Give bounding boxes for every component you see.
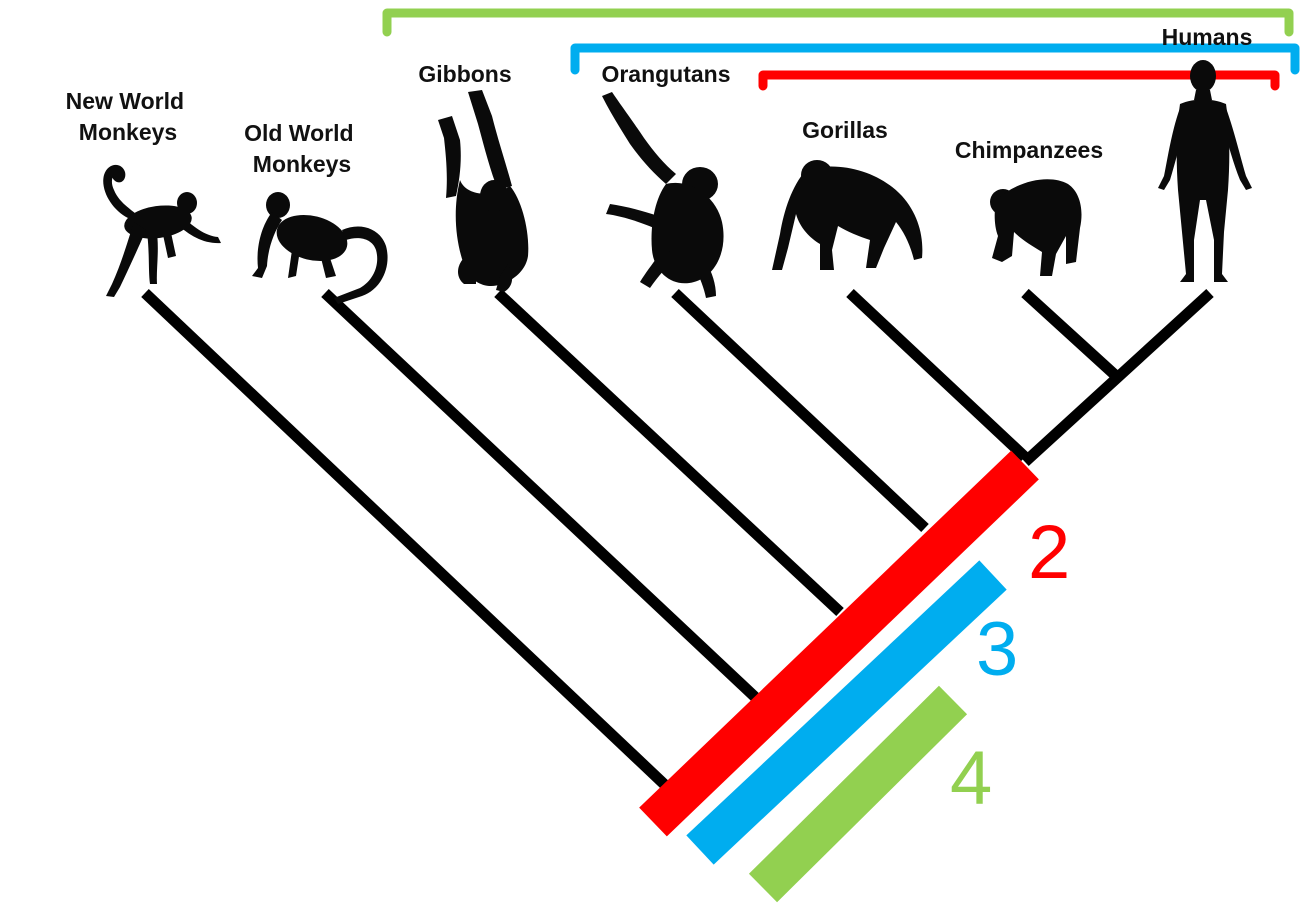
clade-3-bar	[686, 560, 1007, 865]
branch-humans	[1021, 288, 1214, 467]
label-humans: Humans	[1162, 24, 1253, 50]
branch-gibbons	[494, 288, 844, 617]
gorilla-icon	[772, 160, 923, 270]
taxon-labels: New World Monkeys Old World Monkeys Gibb…	[66, 24, 1253, 177]
gibbon-icon	[438, 90, 529, 292]
chimpanzee-icon	[990, 179, 1082, 276]
branch-gorillas	[846, 288, 1029, 462]
clade-2-number: 2	[1028, 510, 1070, 595]
clade-4-number: 4	[950, 736, 992, 821]
clade-2-bracket	[758, 70, 1280, 91]
clade-bars	[639, 450, 1039, 903]
branch-old-world-monkeys	[321, 288, 759, 702]
label-chimpanzees: Chimpanzees	[955, 137, 1103, 163]
new-world-monkey-icon	[103, 164, 221, 297]
label-orangutans: Orangutans	[601, 61, 730, 87]
clade-brackets	[382, 8, 1300, 91]
orangutan-icon	[602, 92, 724, 298]
tree-branches	[141, 288, 1214, 789]
branch-chimpanzees	[1021, 288, 1119, 380]
silhouettes	[103, 60, 1252, 304]
clade-3-bracket	[570, 43, 1300, 75]
human-icon	[1158, 60, 1252, 282]
clade-2-bar	[639, 450, 1039, 837]
clade-3-number: 3	[976, 607, 1018, 692]
branch-orangutans	[671, 288, 929, 533]
label-old-world-monkeys: Old World Monkeys	[244, 120, 360, 177]
label-new-world-monkeys: New World Monkeys	[66, 88, 191, 145]
clade-4-bar	[748, 685, 968, 903]
clade-4-bracket	[382, 8, 1294, 37]
old-world-monkey-icon	[252, 192, 388, 304]
label-gibbons: Gibbons	[418, 61, 511, 87]
branch-new-world-monkeys	[141, 289, 669, 789]
clade-numbers: 2 3 4	[950, 510, 1070, 821]
label-gorillas: Gorillas	[802, 117, 888, 143]
